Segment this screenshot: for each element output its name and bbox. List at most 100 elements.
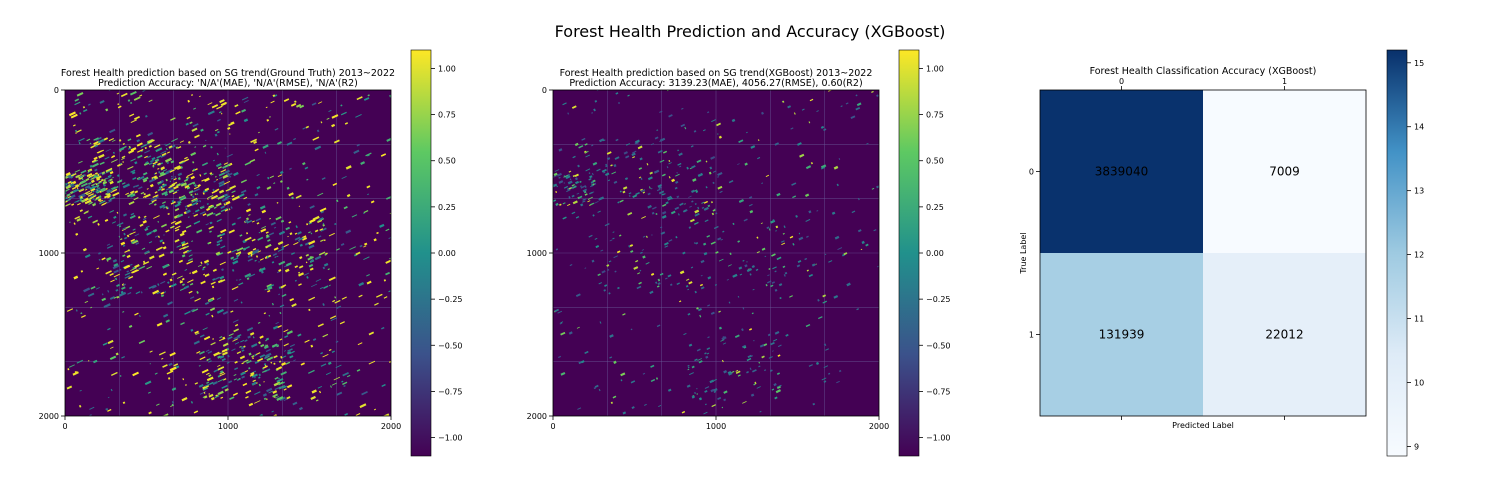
heatmap-speckle xyxy=(298,271,301,274)
heatmap-speckle xyxy=(554,169,560,172)
heatmap-speckle xyxy=(67,195,72,199)
heatmap-speckle xyxy=(171,181,178,186)
heatmap-speckle xyxy=(106,256,112,261)
heatmap-speckle xyxy=(647,192,651,196)
heatmap-speckle xyxy=(577,407,582,410)
heatmap-speckle xyxy=(180,280,182,282)
heatmap-speckle xyxy=(694,209,700,214)
heatmap-speckle xyxy=(99,200,106,205)
heatmap-speckle xyxy=(184,183,187,187)
heatmap-speckle xyxy=(825,348,829,351)
heatmap-speckle xyxy=(273,247,279,251)
heatmap-speckle xyxy=(138,265,146,270)
heatmap-speckle xyxy=(258,231,261,234)
heatmap-speckle xyxy=(153,215,160,219)
heatmap-speckle xyxy=(274,396,280,399)
heatmap-speckle xyxy=(710,241,716,245)
heatmap-speckle xyxy=(137,154,143,159)
heatmap-speckle xyxy=(209,241,212,244)
heatmap-speckle xyxy=(57,199,63,203)
heatmap-speckle xyxy=(121,157,125,161)
heatmap-speckle xyxy=(602,139,606,142)
heatmap-speckle xyxy=(112,221,117,224)
heatmap-speckle xyxy=(79,209,83,213)
heatmap-speckle xyxy=(311,389,317,394)
heatmap-speckle xyxy=(201,205,205,208)
heatmap-speckle xyxy=(577,164,580,168)
heatmap-speckle xyxy=(132,240,139,244)
heatmap-speckle xyxy=(386,137,391,142)
heatmap-speckle xyxy=(193,340,200,345)
heatmap-speckle xyxy=(749,367,752,371)
heatmap-speckle xyxy=(160,291,165,295)
heatmap-speckle xyxy=(251,373,258,378)
heatmap-speckle xyxy=(278,260,286,266)
heatmap-speckle xyxy=(304,339,310,343)
heatmap-speckle xyxy=(282,284,287,288)
heatmap-speckle xyxy=(163,313,169,318)
heatmap-speckle xyxy=(206,207,211,212)
heatmap-speckle xyxy=(202,273,206,276)
colorbar-tick-label: 13 xyxy=(1414,187,1424,196)
heatmap-speckle xyxy=(320,239,324,242)
heatmap-speckle xyxy=(720,339,725,342)
heatmap-speckle xyxy=(210,396,215,401)
heatmap-speckle xyxy=(266,398,268,401)
heatmap-speckle xyxy=(317,385,323,389)
heatmap-speckle xyxy=(820,164,827,169)
heatmap-speckle xyxy=(701,206,705,209)
heatmap-speckle xyxy=(266,286,273,291)
heatmap-speckle xyxy=(298,283,302,286)
heatmap-speckle xyxy=(129,214,136,220)
heatmap-speckle xyxy=(142,219,147,224)
heatmap-speckle xyxy=(84,300,89,304)
heatmap-speckle xyxy=(179,140,184,143)
heatmap-speckle xyxy=(691,200,694,203)
heatmap-speckle xyxy=(620,372,626,377)
heatmap-speckle xyxy=(184,269,188,271)
heatmap-speckle xyxy=(169,352,176,357)
heatmap-speckle xyxy=(210,194,218,200)
heatmap-speckle xyxy=(322,223,325,227)
heatmap-speckle xyxy=(566,189,571,193)
heatmap-speckle xyxy=(737,163,740,166)
heatmap-speckle xyxy=(712,181,715,185)
heatmap-speckle xyxy=(271,343,278,348)
heatmap-speckle xyxy=(193,107,197,110)
heatmap-speckle xyxy=(87,292,95,298)
panel-2-ytick-label: 1000 xyxy=(527,249,547,258)
heatmap-speckle xyxy=(129,231,136,236)
heatmap-speckle xyxy=(609,239,613,242)
heatmap-speckle xyxy=(768,268,771,270)
heatmap-speckle xyxy=(78,188,84,192)
heatmap-speckle xyxy=(744,162,748,166)
heatmap-speckle xyxy=(793,112,796,115)
heatmap-speckle xyxy=(297,333,302,337)
heatmap-speckle xyxy=(638,167,643,170)
heatmap-speckle xyxy=(118,225,122,228)
heatmap-speckle xyxy=(157,220,160,223)
heatmap-speckle xyxy=(764,255,767,258)
heatmap-speckle xyxy=(783,274,786,277)
heatmap-speckle xyxy=(192,161,195,164)
heatmap-speckle xyxy=(575,293,581,298)
heatmap-speckle xyxy=(299,104,305,109)
heatmap-speckle xyxy=(831,211,836,215)
heatmap-speckle xyxy=(574,173,579,178)
heatmap-speckle xyxy=(191,240,194,243)
heatmap-speckle xyxy=(193,410,199,414)
colorbar-tick-label: −1.00 xyxy=(926,434,951,443)
heatmap-speckle xyxy=(75,309,78,312)
heatmap-speckle xyxy=(123,213,128,217)
heatmap-speckle xyxy=(809,98,814,102)
heatmap-speckle xyxy=(194,330,199,335)
heatmap-speckle xyxy=(370,200,375,204)
heatmap-speckle xyxy=(206,177,209,180)
heatmap-speckle xyxy=(191,269,198,275)
heatmap-speckle xyxy=(181,254,186,258)
heatmap-speckle xyxy=(755,268,759,271)
heatmap-speckle xyxy=(700,274,703,277)
heatmap-speckle xyxy=(94,144,99,148)
heatmap-speckle xyxy=(146,231,152,236)
heatmap-speckle xyxy=(118,235,121,238)
